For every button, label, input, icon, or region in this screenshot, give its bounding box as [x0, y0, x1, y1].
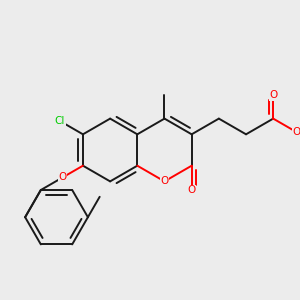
Text: Cl: Cl [55, 116, 65, 126]
Text: O: O [160, 176, 169, 186]
Text: O: O [188, 185, 196, 195]
Text: O: O [269, 90, 277, 100]
Text: O: O [292, 127, 300, 137]
Text: O: O [58, 172, 67, 182]
